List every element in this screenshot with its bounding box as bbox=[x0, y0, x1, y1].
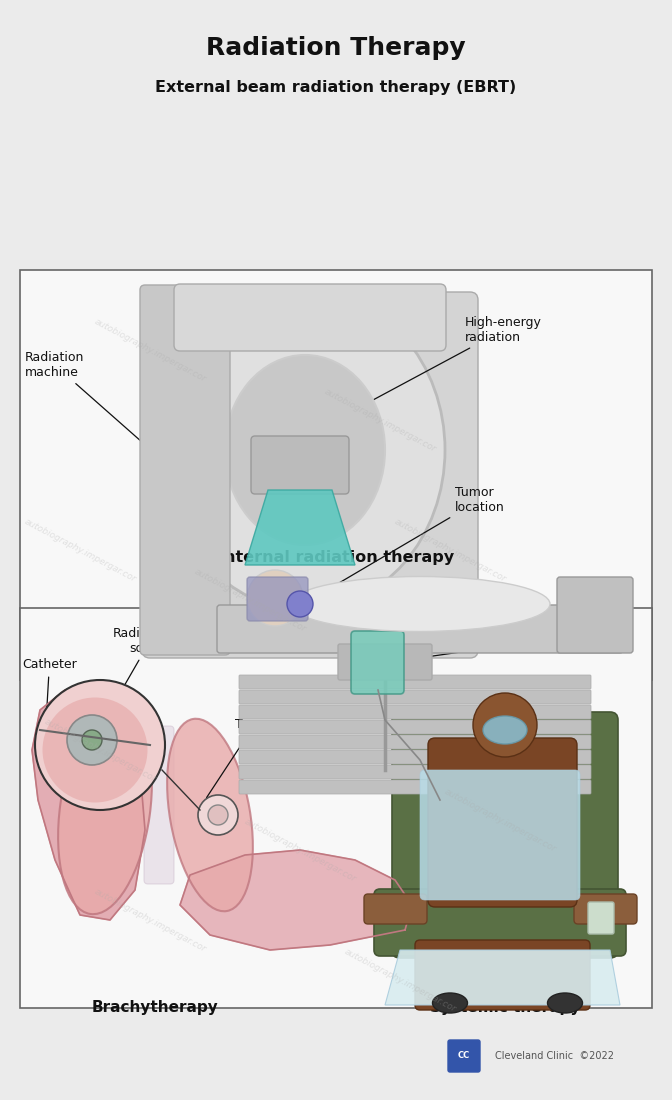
Text: High-energy
radiation: High-energy radiation bbox=[347, 316, 542, 414]
FancyBboxPatch shape bbox=[239, 750, 591, 764]
Text: autobiography.impergar.cor: autobiography.impergar.cor bbox=[243, 816, 358, 883]
FancyBboxPatch shape bbox=[20, 270, 652, 680]
FancyBboxPatch shape bbox=[239, 764, 591, 779]
FancyBboxPatch shape bbox=[239, 735, 591, 749]
Ellipse shape bbox=[433, 993, 468, 1013]
Ellipse shape bbox=[58, 706, 152, 914]
FancyBboxPatch shape bbox=[374, 889, 626, 956]
Text: autobiography.impergar.cor: autobiography.impergar.cor bbox=[343, 947, 458, 1013]
Ellipse shape bbox=[165, 290, 445, 610]
Polygon shape bbox=[180, 850, 412, 950]
FancyBboxPatch shape bbox=[239, 705, 591, 719]
FancyBboxPatch shape bbox=[338, 644, 432, 680]
Text: autobiography.impergar.cor: autobiography.impergar.cor bbox=[392, 517, 507, 583]
FancyBboxPatch shape bbox=[420, 770, 580, 900]
Text: Brachytherapy: Brachytherapy bbox=[91, 1000, 218, 1015]
Text: Catheter: Catheter bbox=[22, 659, 77, 737]
Polygon shape bbox=[385, 950, 620, 1005]
Text: Radiation Therapy: Radiation Therapy bbox=[206, 36, 466, 60]
FancyBboxPatch shape bbox=[557, 578, 633, 653]
FancyBboxPatch shape bbox=[142, 292, 478, 658]
Ellipse shape bbox=[548, 993, 583, 1013]
FancyBboxPatch shape bbox=[239, 690, 591, 704]
FancyBboxPatch shape bbox=[448, 1040, 480, 1072]
Text: Radioactive IV: Radioactive IV bbox=[373, 638, 555, 664]
Text: autobiography.impergar.cor: autobiography.impergar.cor bbox=[192, 566, 308, 634]
FancyBboxPatch shape bbox=[392, 712, 618, 958]
Text: Radioactive
source: Radioactive source bbox=[94, 627, 187, 738]
Circle shape bbox=[67, 715, 117, 764]
Text: autobiography.impergar.cor: autobiography.impergar.cor bbox=[323, 386, 437, 453]
FancyBboxPatch shape bbox=[588, 902, 614, 934]
Text: Systemic therapy: Systemic therapy bbox=[430, 1000, 580, 1015]
Text: External beam radiation therapy (EBRT): External beam radiation therapy (EBRT) bbox=[155, 80, 517, 96]
Ellipse shape bbox=[483, 716, 527, 744]
FancyBboxPatch shape bbox=[574, 894, 637, 924]
Text: Radiation
machine: Radiation machine bbox=[25, 351, 183, 478]
Circle shape bbox=[247, 570, 303, 626]
FancyBboxPatch shape bbox=[239, 720, 591, 734]
FancyBboxPatch shape bbox=[239, 675, 591, 689]
FancyBboxPatch shape bbox=[140, 285, 230, 654]
Text: CC: CC bbox=[458, 1052, 470, 1060]
Ellipse shape bbox=[290, 576, 550, 631]
FancyBboxPatch shape bbox=[351, 631, 404, 694]
FancyBboxPatch shape bbox=[251, 436, 349, 494]
Circle shape bbox=[82, 730, 102, 750]
Text: autobiography.impergar.cor: autobiography.impergar.cor bbox=[93, 887, 208, 954]
Text: Internal radiation therapy: Internal radiation therapy bbox=[218, 550, 454, 565]
Circle shape bbox=[208, 805, 228, 825]
FancyBboxPatch shape bbox=[239, 780, 591, 794]
Text: autobiography.impergar.cor: autobiography.impergar.cor bbox=[93, 317, 208, 384]
Polygon shape bbox=[245, 490, 355, 565]
FancyBboxPatch shape bbox=[174, 284, 446, 351]
Ellipse shape bbox=[225, 355, 385, 544]
Circle shape bbox=[35, 680, 165, 810]
Text: autobiography.impergar.cor: autobiography.impergar.cor bbox=[442, 786, 558, 854]
Text: Tumor: Tumor bbox=[206, 718, 274, 798]
Text: autobiography.impergar.cor: autobiography.impergar.cor bbox=[22, 517, 138, 583]
FancyBboxPatch shape bbox=[247, 578, 308, 621]
FancyBboxPatch shape bbox=[428, 738, 577, 908]
FancyBboxPatch shape bbox=[364, 894, 427, 924]
Text: Cleveland Clinic  ©2022: Cleveland Clinic ©2022 bbox=[495, 1050, 614, 1062]
Text: autobiography.impergar.cor: autobiography.impergar.cor bbox=[42, 716, 157, 783]
FancyBboxPatch shape bbox=[20, 608, 652, 1008]
Circle shape bbox=[198, 795, 238, 835]
FancyBboxPatch shape bbox=[415, 940, 590, 1010]
Ellipse shape bbox=[42, 697, 147, 803]
Circle shape bbox=[473, 693, 537, 757]
Ellipse shape bbox=[167, 718, 253, 911]
FancyBboxPatch shape bbox=[144, 726, 174, 884]
Circle shape bbox=[287, 591, 313, 617]
Polygon shape bbox=[32, 690, 145, 920]
FancyBboxPatch shape bbox=[217, 605, 623, 653]
Text: Tumor
location: Tumor location bbox=[307, 486, 505, 602]
